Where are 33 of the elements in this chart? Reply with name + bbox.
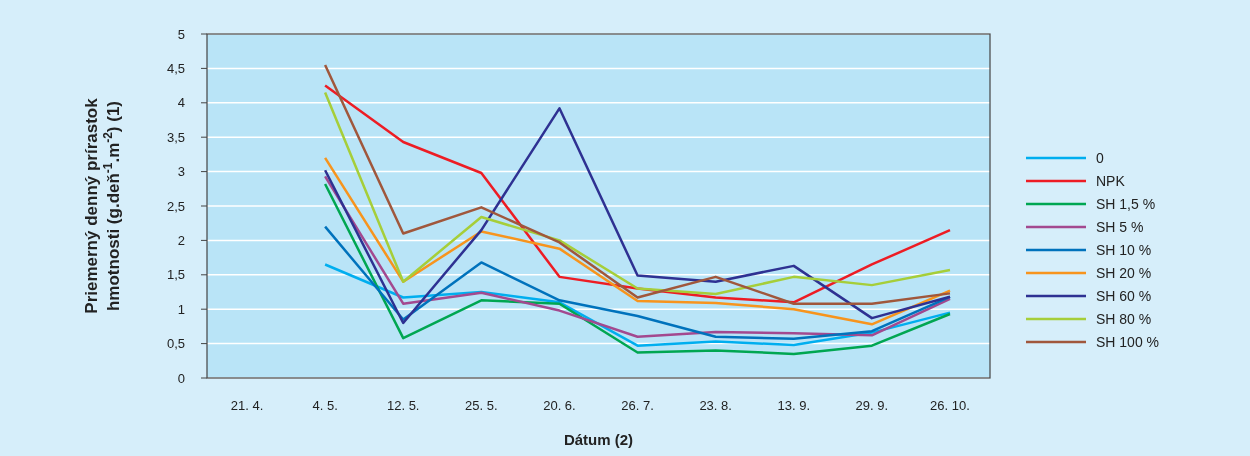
legend-label: 0 [1096,149,1104,166]
legend-label: SH 20 % [1096,264,1152,281]
x-tick-label: 26. 10. [930,398,970,413]
y-tick-label: 3,5 [166,129,185,145]
legend-label: NPK [1096,172,1126,189]
y-tick-label: 2,5 [166,198,185,214]
y-tick-label: 0,5 [166,336,185,352]
legend-label: SH 100 % [1096,333,1160,350]
legend-label: SH 60 % [1096,287,1152,304]
legend-label: SH 10 % [1096,241,1152,258]
x-tick-label: 21. 4. [230,398,264,413]
x-tick-label: 12. 5. [386,398,420,413]
legend-label: SH 1,5 % [1096,195,1156,212]
x-axis-title: Dátum (2) [563,431,634,448]
y-tick-label: 0 [177,370,185,386]
line-series [323,107,952,325]
x-tick-label: 25. 5. [465,398,498,413]
y-tick-label: 1,5 [166,267,185,283]
y-tick-label: 5 [177,26,185,42]
y-tick-label: 3 [177,164,185,180]
legend-label: SH 5 % [1096,218,1144,235]
y-tick-label: 4,5 [166,60,185,76]
x-tick-label: 29. 9. [855,398,889,413]
x-tick-label: 20. 6. [543,398,576,413]
x-tick-label: 23. 8. [699,398,732,413]
line-series [323,156,952,326]
y-tick-label: 4 [177,95,185,111]
y-tick-label: 2 [177,232,185,248]
x-tick-label: 13. 9. [777,398,811,413]
y-tick-label: 1 [177,301,185,317]
legend-label: SH 80 % [1096,310,1152,327]
x-tick-label: 4. 5. [312,398,338,413]
x-tick-label: 26. 7. [621,398,654,413]
